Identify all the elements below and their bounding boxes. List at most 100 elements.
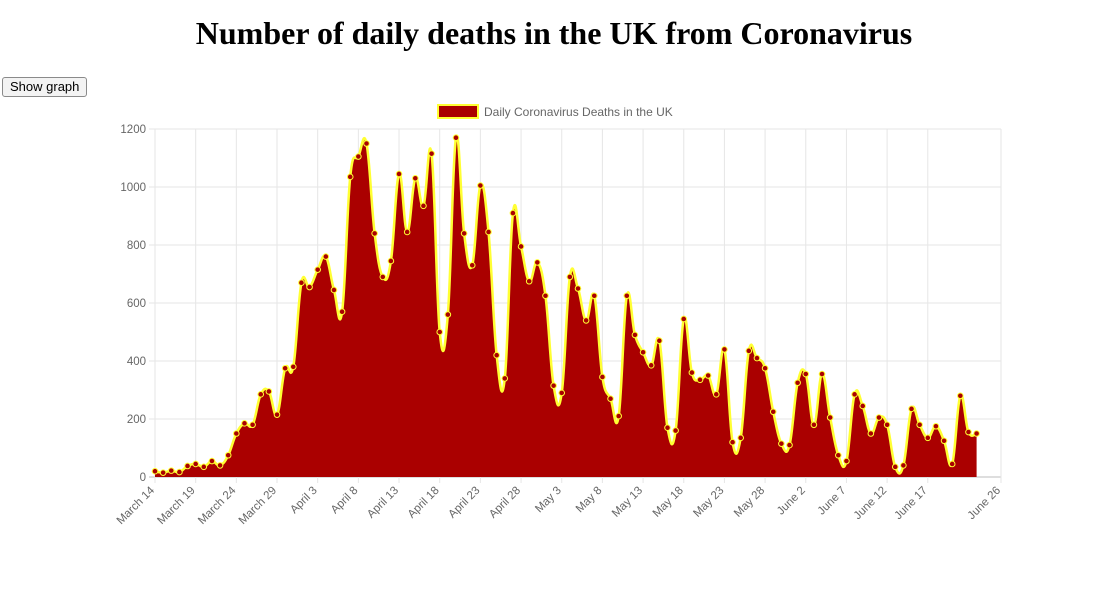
data-point: [737, 434, 744, 442]
data-point: [639, 349, 647, 356]
y-tick-label: 0: [140, 472, 146, 484]
y-tick-label: 1200: [120, 124, 146, 136]
data-point: [696, 376, 704, 384]
x-tick-label: May 28: [732, 485, 767, 520]
data-point: [176, 468, 183, 476]
data-point: [428, 150, 435, 157]
data-point: [623, 292, 631, 300]
data-point: [550, 382, 557, 389]
data-point: [599, 373, 606, 381]
series-area: [155, 135, 977, 477]
data-point: [590, 292, 598, 300]
data-point: [412, 175, 419, 182]
legend-swatch: [437, 104, 479, 119]
data-point: [289, 363, 297, 371]
data-point: [680, 315, 688, 323]
x-tick-label: April 18: [406, 485, 442, 521]
data-point: [233, 430, 240, 437]
x-tick-label: June 2: [775, 485, 808, 518]
data-point: [615, 412, 622, 420]
data-point: [249, 421, 256, 429]
data-point: [273, 411, 281, 418]
data-point: [525, 277, 533, 285]
data-point: [224, 451, 232, 459]
x-tick-label: June 12: [852, 485, 889, 522]
data-point: [395, 170, 403, 178]
x-tick-label: June 26: [966, 485, 1003, 522]
data-point: [379, 273, 387, 281]
x-tick-label: April 8: [329, 485, 361, 517]
data-point: [835, 451, 842, 459]
show-graph-button[interactable]: Show graph: [2, 77, 88, 97]
data-point: [151, 467, 159, 475]
data-point: [664, 424, 671, 432]
data-point: [208, 457, 216, 465]
data-point: [436, 328, 444, 336]
data-point: [843, 457, 850, 465]
x-tick-label: May 3: [533, 485, 564, 516]
data-point: [241, 420, 248, 427]
y-tick-label: 800: [127, 240, 146, 252]
data-point: [957, 392, 964, 400]
data-point: [916, 421, 923, 429]
data-point: [908, 405, 915, 413]
data-point: [826, 414, 834, 421]
data-point: [729, 438, 736, 446]
x-tick-label: May 8: [574, 485, 605, 516]
y-tick-label: 400: [127, 356, 146, 368]
x-tick-label: April 23: [446, 485, 482, 521]
data-point: [281, 364, 289, 372]
data-point: [501, 375, 509, 382]
data-point: [216, 462, 224, 469]
data-point: [631, 331, 639, 339]
data-point: [851, 391, 858, 398]
data-point: [452, 134, 460, 141]
x-tick-label: May 23: [691, 485, 726, 520]
data-point: [574, 285, 582, 292]
data-point: [965, 428, 972, 436]
y-tick-label: 1000: [120, 182, 146, 194]
x-tick-label: June 17: [892, 485, 929, 522]
x-tick-label: June 7: [816, 485, 849, 518]
x-tick-label: May 13: [610, 485, 645, 520]
data-point: [940, 437, 948, 445]
data-point: [883, 421, 891, 429]
data-point: [647, 362, 655, 369]
data-point: [582, 317, 590, 324]
data-point: [200, 463, 208, 471]
data-point: [493, 351, 500, 359]
data-point: [712, 391, 720, 398]
data-point: [159, 469, 167, 476]
data-point: [753, 354, 761, 362]
data-point: [810, 421, 818, 429]
data-point: [468, 262, 476, 269]
data-point: [298, 279, 305, 287]
data-point: [688, 369, 696, 376]
series-line: [154, 134, 977, 475]
x-tick-label: March 24: [196, 484, 239, 527]
data-point: [167, 467, 175, 474]
x-tick-label: March 14: [115, 484, 158, 527]
x-tick-label: April 3: [288, 485, 320, 517]
data-point: [948, 460, 956, 468]
data-point: [363, 140, 370, 147]
x-tick-label: March 19: [155, 485, 197, 527]
data-point: [477, 182, 484, 189]
data-point: [265, 388, 273, 395]
y-tick-label: 600: [127, 298, 146, 310]
page-title: Number of daily deaths in the UK from Co…: [195, 15, 913, 51]
data-point: [444, 311, 452, 318]
data-point: [794, 379, 801, 387]
x-tick-label: March 29: [237, 485, 279, 527]
data-point: [900, 462, 907, 469]
data-point: [509, 209, 517, 217]
legend: Daily Coronavirus Deaths in the UK: [437, 104, 673, 119]
y-tick-label: 200: [127, 414, 146, 426]
data-point: [306, 283, 313, 291]
data-point: [257, 391, 265, 398]
data-point: [607, 395, 614, 403]
data-point: [314, 266, 321, 273]
data-point: [924, 434, 932, 442]
legend-label: Daily Coronavirus Deaths in the UK: [484, 105, 673, 119]
